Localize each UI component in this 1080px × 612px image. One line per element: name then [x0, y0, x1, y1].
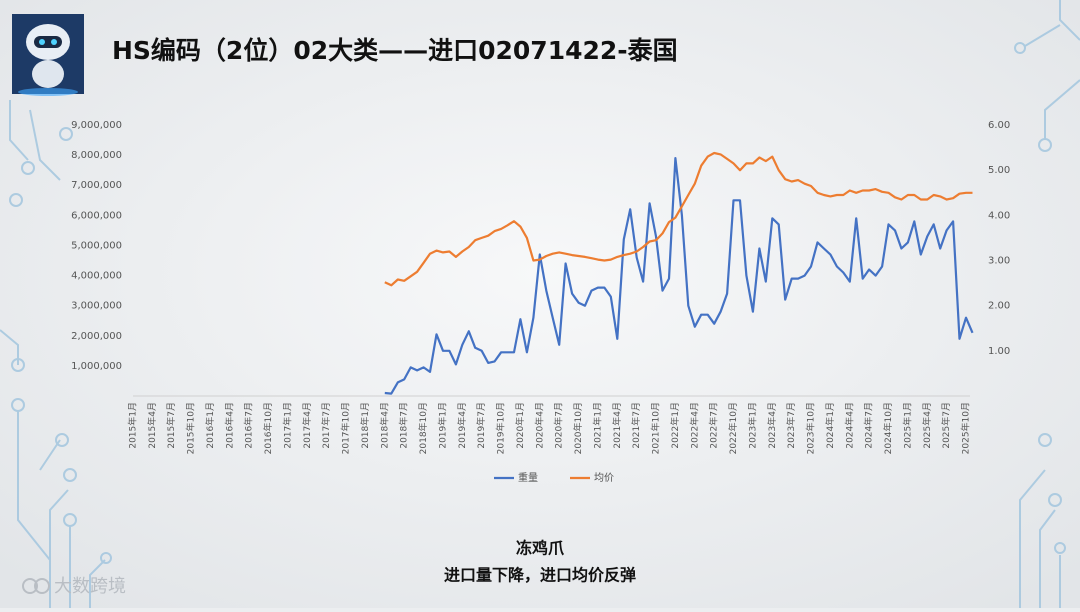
- x-tick-label: 2019年4月: [456, 402, 468, 449]
- x-tick-label: 2021年10月: [650, 402, 662, 454]
- x-tick-label: 2024年7月: [863, 402, 875, 449]
- y2-tick-label: 6.00: [988, 120, 1010, 131]
- y-tick-label: 8,000,000: [71, 150, 122, 161]
- watermark: 大数跨境: [54, 576, 126, 597]
- x-tick-label: 2025年7月: [940, 402, 952, 449]
- x-tick-label: 2019年10月: [495, 402, 507, 454]
- x-tick-label: 2022年1月: [669, 402, 681, 449]
- series-line: [384, 157, 974, 395]
- x-tick-label: 2016年4月: [223, 402, 235, 449]
- y-tick-label: 7,000,000: [71, 180, 122, 191]
- y-tick-label: 1,000,000: [71, 361, 122, 372]
- y2-tick-label: 5.00: [988, 165, 1010, 176]
- x-tick-label: 2017年1月: [281, 402, 293, 449]
- x-tick-label: 2023年7月: [785, 402, 797, 449]
- y2-tick-label: 1.00: [988, 346, 1010, 357]
- y-tick-label: 6,000,000: [71, 210, 122, 221]
- x-tick-label: 2021年1月: [591, 402, 603, 449]
- x-tick-label: 2021年7月: [630, 402, 642, 449]
- y2-tick-label: 3.00: [988, 256, 1010, 267]
- watermark-logo: [22, 578, 50, 594]
- x-tick-label: 2016年10月: [262, 402, 274, 454]
- robot-logo: [12, 14, 84, 96]
- x-tick-label: 2025年1月: [901, 402, 913, 449]
- x-tick-label: 2024年1月: [824, 402, 836, 449]
- x-tick-label: 2025年4月: [921, 402, 933, 449]
- x-tick-label: 2022年7月: [708, 402, 720, 449]
- series-line: [384, 151, 973, 287]
- x-tick-label: 2016年7月: [243, 402, 255, 449]
- y2-tick-label: 4.00: [988, 210, 1010, 221]
- chart-title: HS编码（2位）02大类——进口02071422-泰国: [112, 36, 678, 65]
- x-tick-label: 2024年4月: [843, 402, 855, 449]
- y2-tick-label: 2.00: [988, 301, 1010, 312]
- y-tick-label: 9,000,000: [71, 120, 122, 131]
- y-tick-label: 5,000,000: [71, 240, 122, 251]
- x-tick-label: 2023年1月: [746, 402, 758, 449]
- y-tick-label: 4,000,000: [71, 271, 122, 282]
- x-tick-label: 2020年10月: [572, 402, 584, 454]
- x-tick-label: 2015年1月: [127, 402, 139, 449]
- x-tick-label: 2020年7月: [553, 402, 565, 449]
- subtitle: 冻鸡爪: [516, 539, 565, 558]
- legend-label: 重量: [518, 471, 538, 484]
- x-tick-label: 2018年10月: [417, 402, 429, 454]
- x-tick-label: 2017年4月: [301, 402, 313, 449]
- legend-label: 均价: [594, 472, 614, 484]
- x-tick-label: 2020年1月: [514, 402, 526, 449]
- x-tick-label: 2016年1月: [204, 402, 216, 449]
- x-tick-label: 2017年7月: [320, 402, 332, 449]
- x-tick-label: 2018年4月: [378, 402, 390, 449]
- x-tick-label: 2017年10月: [340, 402, 352, 454]
- x-tick-label: 2018年1月: [359, 402, 371, 449]
- x-tick-label: 2015年4月: [146, 402, 158, 449]
- x-tick-label: 2025年10月: [960, 402, 972, 454]
- x-tick-label: 2020年4月: [533, 402, 545, 449]
- x-tick-label: 2018年7月: [398, 402, 410, 449]
- x-tick-label: 2015年7月: [165, 402, 177, 449]
- x-tick-label: 2015年10月: [185, 402, 197, 454]
- x-tick-label: 2021年4月: [611, 402, 623, 449]
- x-tick-label: 2019年1月: [436, 402, 448, 449]
- x-tick-label: 2024年10月: [882, 402, 894, 454]
- x-tick-label: 2022年10月: [727, 402, 739, 454]
- y-tick-label: 3,000,000: [71, 301, 122, 312]
- x-tick-label: 2022年4月: [688, 402, 700, 449]
- y-tick-label: 2,000,000: [71, 331, 122, 342]
- annotation: 进口量下降，进口均价反弹: [444, 566, 636, 585]
- x-tick-label: 2023年4月: [766, 402, 778, 449]
- x-tick-label: 2023年10月: [805, 402, 817, 454]
- x-tick-label: 2019年7月: [475, 402, 487, 449]
